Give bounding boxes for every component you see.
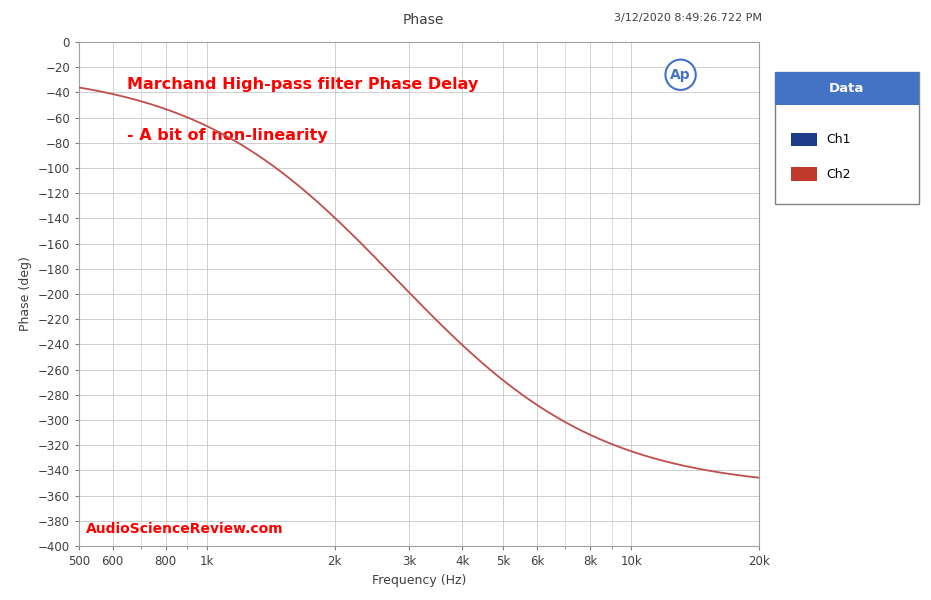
Text: Marchand High-pass filter Phase Delay: Marchand High-pass filter Phase Delay xyxy=(127,77,478,92)
Y-axis label: Phase (deg): Phase (deg) xyxy=(20,257,33,331)
Text: - A bit of non-linearity: - A bit of non-linearity xyxy=(127,128,328,143)
Text: 3/12/2020 8:49:26.722 PM: 3/12/2020 8:49:26.722 PM xyxy=(614,13,762,23)
X-axis label: Frequency (Hz): Frequency (Hz) xyxy=(371,574,466,587)
Text: Ap: Ap xyxy=(670,68,691,82)
Text: Phase: Phase xyxy=(403,13,444,27)
Text: AudioScienceReview.com: AudioScienceReview.com xyxy=(86,522,284,536)
Text: Ch1: Ch1 xyxy=(827,133,851,146)
Text: Ch2: Ch2 xyxy=(827,167,851,181)
Text: Data: Data xyxy=(830,82,864,95)
